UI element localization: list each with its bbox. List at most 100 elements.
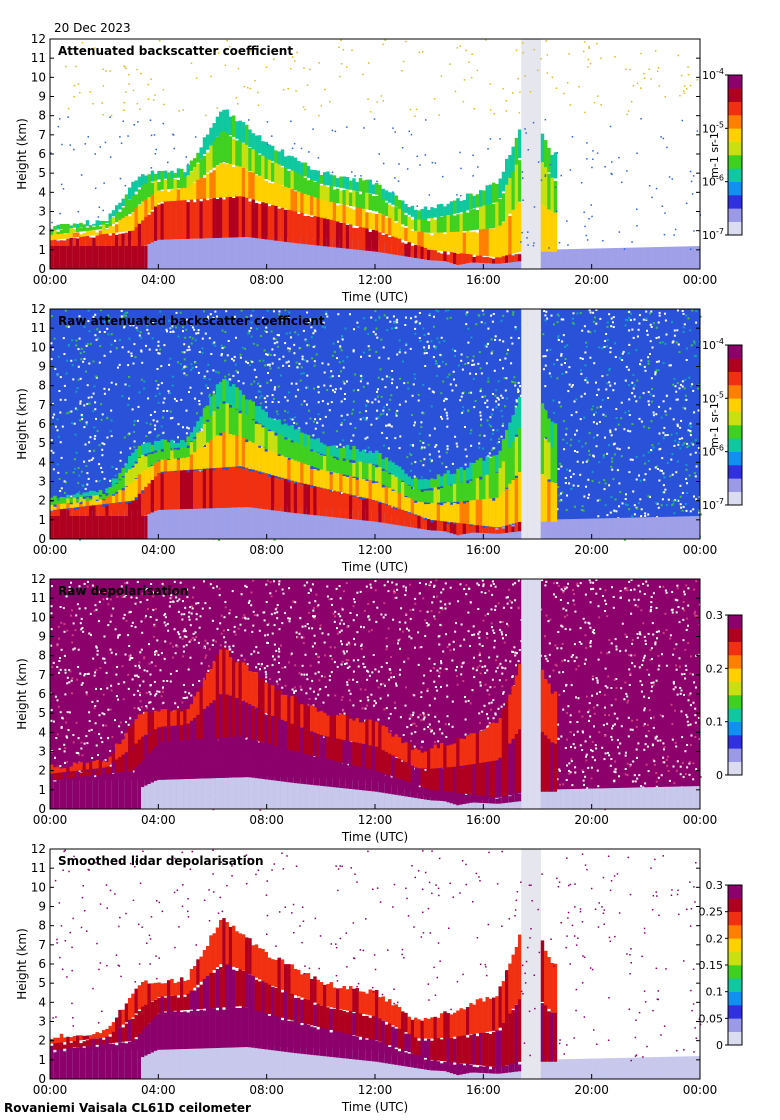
cloud-segment <box>212 394 216 412</box>
cloud-segment <box>215 116 220 137</box>
noise-pixel <box>668 364 671 367</box>
noise-pixel <box>376 409 379 412</box>
aerosol-layer <box>193 508 197 539</box>
cloud-segment <box>267 448 272 475</box>
noise-pixel <box>182 684 185 686</box>
cloud-segment <box>76 225 80 232</box>
cloud-segment <box>316 170 320 183</box>
noise-pixel <box>378 316 381 319</box>
noise-pixel <box>686 442 689 445</box>
noise-pixel <box>584 442 587 445</box>
cloud-segment <box>501 438 506 462</box>
noise-pixel <box>387 424 390 427</box>
noise-pixel <box>409 444 412 447</box>
noise-pixel <box>100 403 103 406</box>
noise-pixel <box>368 62 370 64</box>
noise-pixel <box>172 134 175 136</box>
noise-pixel <box>505 634 507 637</box>
noise-pixel <box>354 427 357 429</box>
cloud-segment <box>300 172 304 193</box>
cloud-segment <box>79 246 83 269</box>
noise-pixel <box>284 410 286 413</box>
noise-pixel <box>609 347 612 349</box>
noise-pixel <box>494 338 497 341</box>
cloud-segment <box>89 225 93 231</box>
noise-pixel <box>354 373 357 376</box>
cloud-segment <box>319 488 324 516</box>
cloud-segment <box>241 468 246 508</box>
noise-pixel <box>152 99 155 101</box>
cloud-segment <box>492 204 496 229</box>
noise-pixel <box>565 371 568 374</box>
cloud-segment <box>137 445 142 458</box>
noise-pixel <box>148 431 151 434</box>
aerosol-layer <box>547 519 551 539</box>
noise-pixel <box>605 333 608 335</box>
noise-pixel <box>291 418 294 421</box>
cloud-segment <box>180 446 184 459</box>
noise-pixel <box>277 366 280 369</box>
noise-pixel <box>169 417 172 420</box>
noise-pixel <box>73 96 75 98</box>
cloud-segment <box>176 189 181 201</box>
cloud-segment <box>121 490 125 502</box>
noise-pixel <box>490 352 493 355</box>
noise-pixel <box>321 424 324 427</box>
noise-pixel <box>64 491 66 494</box>
noise-pixel <box>688 474 691 477</box>
noise-pixel <box>54 756 56 759</box>
noise-pixel <box>59 376 62 379</box>
y-tick-label: 6 <box>38 417 46 431</box>
noise-pixel <box>378 153 380 155</box>
noise-pixel <box>223 346 226 349</box>
x-tick-label: 00:00 <box>683 273 718 287</box>
noise-pixel <box>688 762 691 765</box>
cloud-segment <box>258 447 262 472</box>
noise-pixel <box>640 420 643 423</box>
cloud-segment <box>508 216 512 255</box>
cloud-segment <box>355 205 359 227</box>
cloud-segment <box>323 183 327 201</box>
noise-pixel <box>651 444 654 447</box>
noise-pixel <box>588 449 590 452</box>
noise-pixel <box>169 392 172 394</box>
cloud-segment <box>76 246 80 269</box>
noise-pixel <box>310 336 313 339</box>
cloud-segment <box>508 525 512 533</box>
aerosol-layer <box>362 509 366 539</box>
noise-pixel <box>126 311 129 314</box>
noise-pixel <box>545 40 547 42</box>
noise-pixel <box>628 508 631 511</box>
noise-pixel <box>467 410 470 413</box>
noise-pixel <box>145 344 147 347</box>
noise-pixel <box>610 687 613 689</box>
cloud-segment <box>443 250 447 262</box>
x-tick-label: 12:00 <box>358 273 393 287</box>
cloud-segment <box>137 473 142 494</box>
noise-pixel <box>678 438 681 440</box>
noise-pixel <box>172 375 175 378</box>
noise-pixel <box>430 405 433 408</box>
cloud-segment <box>362 190 366 209</box>
noise-pixel <box>288 311 291 314</box>
noise-pixel <box>430 340 433 343</box>
cloud-segment <box>287 170 291 188</box>
noise-pixel <box>611 468 614 471</box>
cloud-segment <box>401 469 405 481</box>
cloud-segment <box>111 246 116 269</box>
noise-pixel <box>583 392 586 395</box>
cloud-segment <box>274 419 278 433</box>
noise-pixel <box>556 508 559 511</box>
cloud-segment <box>420 479 424 490</box>
aerosol-layer <box>482 260 486 269</box>
noise-pixel <box>169 410 172 413</box>
cloud-segment <box>199 158 203 178</box>
noise-pixel <box>249 399 252 402</box>
aerosol-layer <box>404 249 408 269</box>
noise-pixel <box>424 365 427 367</box>
cloud-segment <box>553 447 558 483</box>
noise-pixel <box>128 385 131 387</box>
noise-pixel <box>592 311 595 314</box>
noise-pixel <box>567 390 570 393</box>
noise-pixel <box>592 421 595 424</box>
